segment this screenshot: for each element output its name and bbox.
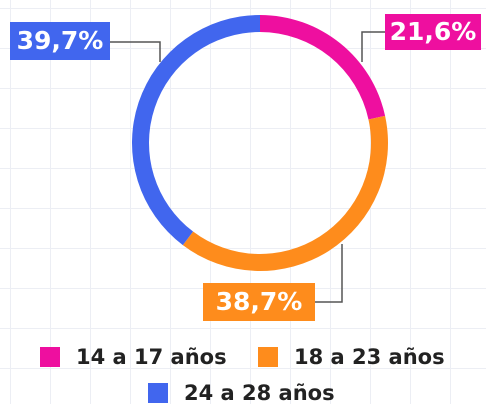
data-label: 39,7% [17,26,104,55]
legend-label: 24 a 28 años [184,381,335,404]
label-box [10,22,110,60]
donut-segment [182,115,388,271]
label-box [203,283,315,321]
legend-swatch [40,347,60,367]
legend-label: 18 a 23 años [294,345,445,369]
data-label: 38,7% [216,287,303,316]
connector [361,31,385,62]
data-label: 21,6% [390,17,477,46]
connector [315,244,343,303]
legend-label: 14 a 17 años [76,345,227,369]
donut-segment [260,15,386,120]
label-box [385,14,481,50]
legend-swatch [258,347,278,367]
legend-swatch [148,383,168,403]
donut-segment [132,15,260,246]
connector [110,41,161,62]
